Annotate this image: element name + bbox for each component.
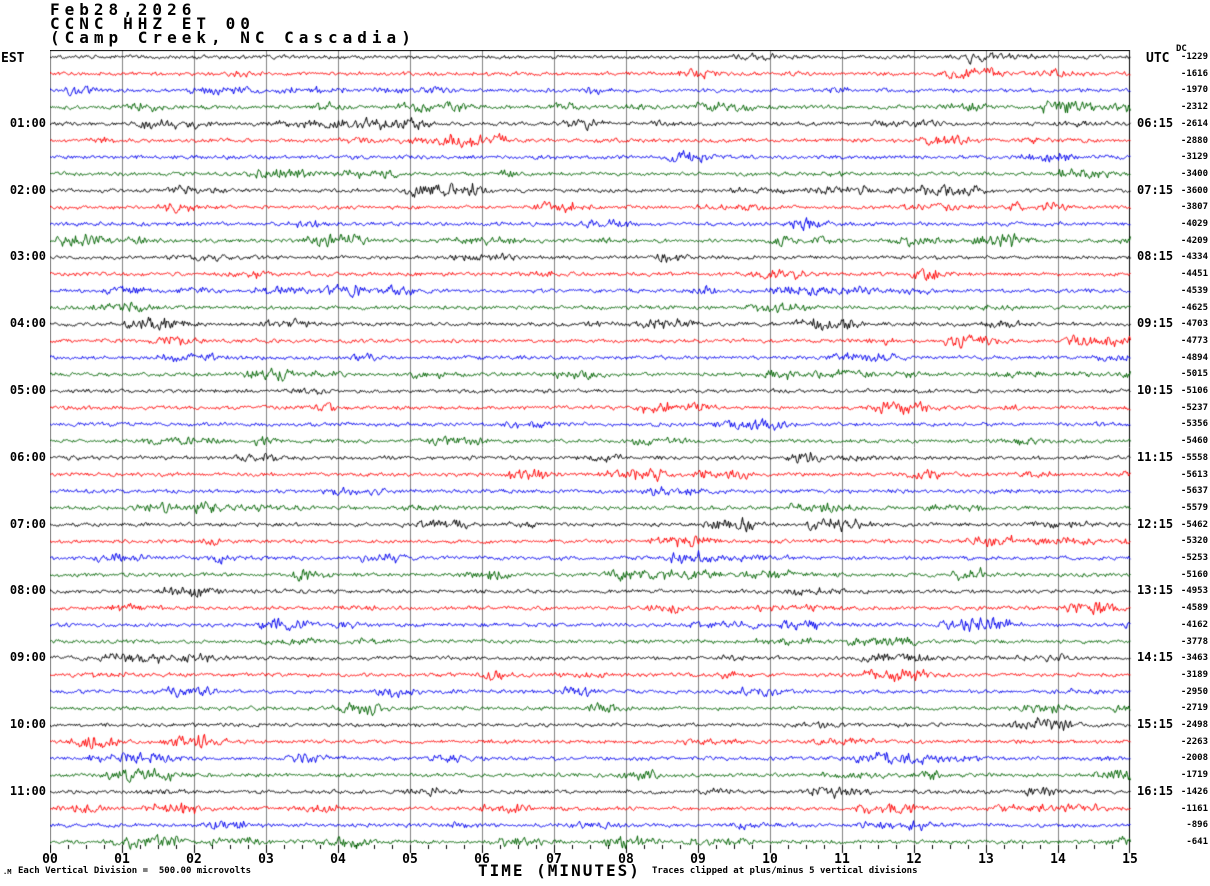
- utc-tick-label: 14:15: [1137, 650, 1174, 665]
- dc-value: -1970: [1180, 85, 1208, 96]
- dc-value: -4953: [1180, 586, 1208, 597]
- x-tick-label: 02: [186, 852, 202, 867]
- dc-value: -4029: [1180, 219, 1208, 229]
- x-tick-label: 15: [1122, 852, 1138, 867]
- est-tick-label: 11:00: [9, 783, 46, 798]
- clip-note: Traces clipped at plus/minus 5 vertical …: [652, 866, 918, 876]
- est-tick-label: 05:00: [9, 383, 46, 397]
- dc-value: -2263: [1180, 736, 1208, 747]
- est-tick-label: 09:00: [9, 650, 46, 665]
- dc-value: -5106: [1180, 386, 1208, 396]
- x-tick-label: 08: [618, 852, 634, 867]
- dc-value: -5462: [1180, 519, 1208, 530]
- dc-value: -4162: [1180, 619, 1208, 630]
- dc-value: -5579: [1180, 502, 1208, 513]
- utc-tick-label: 16:15: [1137, 783, 1174, 798]
- dc-value: -4451: [1180, 269, 1208, 280]
- x-tick-label: 13: [978, 852, 994, 867]
- utc-tick-label: 13:15: [1137, 583, 1174, 598]
- est-tick-label: 01:00: [9, 115, 46, 130]
- x-tick-label: 11: [834, 852, 850, 867]
- utc-tick-label: 06:15: [1137, 115, 1174, 130]
- est-tick-label: 10:00: [9, 717, 46, 731]
- dc-value: -5356: [1180, 419, 1208, 430]
- dc-value: -5613: [1180, 469, 1208, 480]
- dc-value: -896: [1186, 820, 1208, 831]
- dc-value: -4589: [1180, 603, 1208, 614]
- x-tick-label: 03: [258, 852, 274, 867]
- est-tick-label: 04:00: [9, 316, 46, 331]
- x-tick-label: 00: [42, 852, 58, 867]
- x-tick-label: 07: [546, 852, 562, 867]
- x-tick-label: 09: [690, 852, 706, 867]
- x-tick-label: 05: [402, 852, 418, 867]
- dc-value: -3400: [1180, 168, 1208, 179]
- title-location: (Camp Creek, NC Cascadia): [50, 28, 416, 47]
- dc-value: -5160: [1180, 569, 1208, 580]
- x-tick-label: 14: [1050, 852, 1066, 867]
- x-axis-title: TIME (MINUTES): [478, 861, 641, 880]
- utc-tick-label: 08:15: [1137, 249, 1174, 264]
- left-axis-title: EST: [1, 51, 25, 66]
- est-tick-label: 03:00: [9, 249, 46, 264]
- dc-value: -3600: [1180, 185, 1208, 196]
- dc-value: -4703: [1180, 319, 1208, 330]
- right-axis-title: UTC: [1146, 51, 1170, 66]
- est-tick-label: 08:00: [9, 583, 46, 598]
- dc-value: -3807: [1180, 202, 1208, 213]
- dc-value: -1719: [1180, 770, 1208, 781]
- title-station: CCNC HHZ ET 00: [50, 14, 255, 33]
- scale-note: Each Vertical Division = 500.00 microvol…: [18, 866, 251, 876]
- dc-value: -5320: [1180, 536, 1208, 547]
- est-tick-label: 02:00: [9, 182, 46, 197]
- seismogram-canvas: [50, 50, 1132, 856]
- dc-value: -1161: [1180, 803, 1208, 814]
- dc-value: -4334: [1180, 252, 1208, 263]
- dc-value: -2950: [1180, 686, 1208, 697]
- dc-value: -5558: [1180, 452, 1208, 463]
- dc-value: -2312: [1180, 102, 1208, 113]
- utc-tick-label: 12:15: [1137, 516, 1174, 531]
- est-tick-label: 06:00: [9, 449, 46, 464]
- dc-value: -4539: [1180, 285, 1208, 296]
- dc-value: -2719: [1180, 703, 1208, 714]
- dc-value: -2614: [1180, 118, 1208, 129]
- dc-value: -4773: [1180, 335, 1208, 346]
- dc-value: -3189: [1180, 669, 1208, 680]
- dc-value: -641: [1186, 836, 1208, 847]
- dc-value: -5253: [1180, 553, 1208, 563]
- est-tick-label: 07:00: [9, 516, 46, 531]
- title-date: Feb28,2026: [50, 0, 197, 19]
- dc-value: -4625: [1180, 302, 1208, 313]
- x-tick-label: 12: [906, 852, 922, 867]
- x-tick-label: 06: [474, 852, 490, 867]
- dc-value: -5637: [1180, 486, 1208, 497]
- utc-tick-label: 15:15: [1137, 717, 1174, 731]
- x-tick-label: 10: [762, 852, 778, 867]
- dc-value: -5015: [1180, 369, 1208, 380]
- utc-tick-label: 07:15: [1137, 182, 1174, 197]
- dc-value: -4209: [1180, 235, 1208, 246]
- dc-value: -3463: [1180, 653, 1208, 664]
- utc-tick-label: 09:15: [1137, 316, 1174, 331]
- x-tick-label: 01: [114, 852, 130, 867]
- logo-mark: .M: [3, 868, 12, 876]
- x-tick-label: 04: [330, 852, 346, 867]
- utc-tick-label: 11:15: [1137, 449, 1174, 464]
- dc-value: -5460: [1180, 436, 1208, 447]
- dc-value: -1616: [1180, 68, 1208, 79]
- dc-value: -5237: [1180, 402, 1208, 413]
- dc-value: -1426: [1180, 786, 1208, 797]
- dc-value: -3778: [1180, 636, 1208, 647]
- dc-value: -1229: [1180, 52, 1208, 62]
- dc-value: -2498: [1180, 720, 1208, 730]
- utc-tick-label: 10:15: [1137, 383, 1174, 397]
- dc-value: -4894: [1180, 352, 1208, 363]
- dc-value: -2008: [1180, 753, 1208, 764]
- dc-column-header: DC: [1176, 44, 1187, 54]
- dc-value: -2880: [1180, 135, 1208, 146]
- dc-value: -3129: [1180, 152, 1208, 163]
